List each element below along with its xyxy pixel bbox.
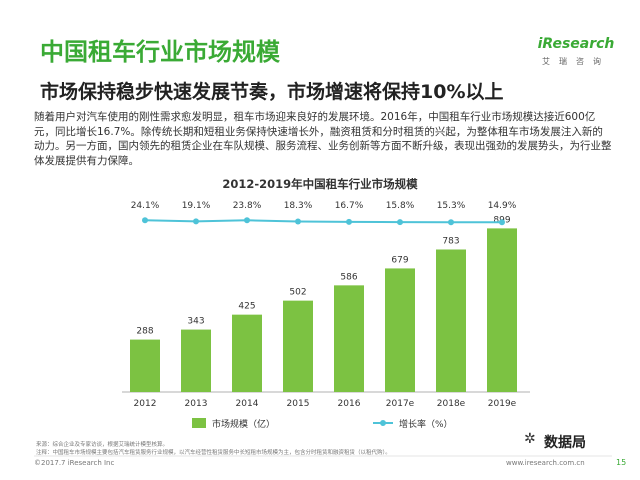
growth-label-2017e: 15.8% [386,201,415,211]
bar-2015 [283,300,313,392]
bar-label-2013: 343 [187,317,204,327]
x-tick-2013: 2013 [185,399,208,409]
growth-point-2017e [397,219,403,226]
growth-label-2018e: 15.3% [437,201,466,211]
page-subtitle: 市场保持稳步快速发展节奏，市场增速将保持10%以上 [40,81,504,103]
legend-bar-swatch [192,418,206,428]
bar-2016 [334,285,364,392]
bar-2012 [130,339,160,392]
growth-point-2015 [295,218,301,225]
bar-label-2017e: 679 [391,255,408,265]
growth-point-2016 [346,218,352,225]
logo-text: iResearch [537,36,615,52]
x-tick-2016: 2016 [338,399,361,409]
x-tick-2014: 2014 [236,399,259,409]
bar-label-2018e: 783 [442,236,459,246]
bar-2014 [232,314,262,392]
bar-label-2016: 586 [340,272,357,282]
legend-line-label: 增长率（%） [399,418,453,430]
chart-title: 2012-2019年中国租车行业市场规模 [222,177,418,191]
growth-label-2019e: 14.9% [488,201,517,211]
growth-label-2013: 19.1% [182,201,211,211]
logo-cn-text: 艾瑞咨询 [542,57,610,66]
growth-rate-line [144,219,503,224]
page-title: 中国租车行业市场规模 [40,38,280,66]
description-paragraph: 随着用户对汽车使用的刚性需求愈发明显，租车市场迎来良好的发展环境。2016年，中… [34,111,612,167]
watermark-text: 数据局 [544,435,586,451]
bar-2017e [385,268,415,392]
growth-point-2019e [499,219,505,226]
growth-label-2015: 18.3% [284,201,313,211]
x-tick-2018e: 2018e [437,399,466,409]
iresearch-logo: iResearch 艾瑞咨询 [530,36,622,67]
bar-label-2014: 425 [238,302,255,312]
wechat-icon: ✲ [524,431,536,447]
x-tick-2019e: 2019e [488,399,517,409]
bar-2019e [487,228,517,392]
website-text: www.iresearch.com.cn [506,459,585,467]
growth-point-2014 [244,217,250,224]
growth-point-2012 [142,217,148,224]
bar-label-2012: 288 [136,327,153,337]
copyright-text: ©2017.7 iResearch Inc [34,459,115,467]
legend-line-marker [380,420,386,426]
legend-bar-label: 市场规模（亿） [212,418,275,430]
growth-label-2016: 16.7% [335,201,364,211]
definition-note: 注释：中国租车市场规模主要包括汽车租赁服务行业规模，以汽车经营性租赁服务中长短租… [36,450,391,456]
source-note: 来源：综合企业及专家访谈，根据艾瑞统计模型核算。 [36,442,169,448]
bar-label-2015: 502 [289,288,306,298]
growth-label-2012: 24.1% [131,201,160,211]
x-tick-2015: 2015 [287,399,310,409]
x-tick-2017e: 2017e [386,399,415,409]
bar-2018e [436,249,466,392]
growth-label-2014: 23.8% [233,201,262,211]
page-number: 15 [616,458,627,467]
growth-point-2018e [448,219,454,226]
bar-2013 [181,329,211,392]
growth-point-2013 [193,218,199,225]
x-tick-2012: 2012 [134,399,157,409]
